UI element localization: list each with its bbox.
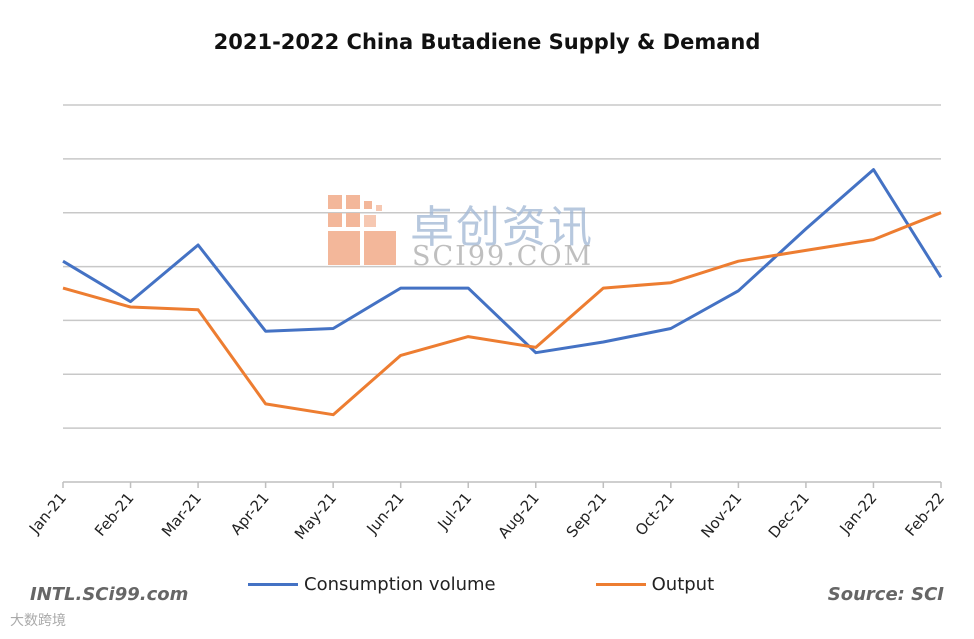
x-tick-label: Mar-21 bbox=[158, 489, 205, 540]
x-tick-label: Jul-21 bbox=[433, 489, 475, 534]
x-tick-label: Jun-21 bbox=[363, 489, 408, 538]
x-tick-label: Jan-21 bbox=[25, 489, 70, 538]
x-tick-label: Sep-21 bbox=[563, 489, 611, 541]
bottom-watermark: 大数跨境 bbox=[10, 613, 66, 629]
x-tick-label: Jan-22 bbox=[835, 489, 880, 538]
x-tick-label: Apr-21 bbox=[227, 489, 273, 538]
x-tick-label: Aug-21 bbox=[494, 489, 542, 542]
legend-swatch-consumption bbox=[248, 583, 298, 586]
chart-title: 2021-2022 China Butadiene Supply & Deman… bbox=[213, 30, 761, 54]
x-tick-label: Feb-21 bbox=[91, 489, 138, 540]
x-tick-label: Dec-21 bbox=[765, 489, 813, 542]
x-tick-label: Oct-21 bbox=[632, 489, 678, 539]
legend-item-consumption: Consumption volume bbox=[248, 574, 496, 595]
legend-swatch-output bbox=[595, 583, 646, 586]
site-note: INTL.SCi99.com bbox=[30, 584, 189, 605]
x-tick-label: Nov-21 bbox=[697, 489, 745, 541]
legend: Consumption volume Output bbox=[248, 574, 814, 595]
x-tick-label: Feb-22 bbox=[901, 489, 948, 540]
series-line-consumption bbox=[62, 168, 943, 355]
x-tick-label: May-21 bbox=[291, 489, 340, 543]
legend-label-output: Output bbox=[651, 574, 715, 595]
source-note: Source: SCI bbox=[827, 584, 944, 605]
legend-label-consumption: Consumption volume bbox=[304, 574, 496, 595]
legend-item-output: Output bbox=[595, 574, 715, 595]
series-line-output bbox=[62, 211, 942, 417]
